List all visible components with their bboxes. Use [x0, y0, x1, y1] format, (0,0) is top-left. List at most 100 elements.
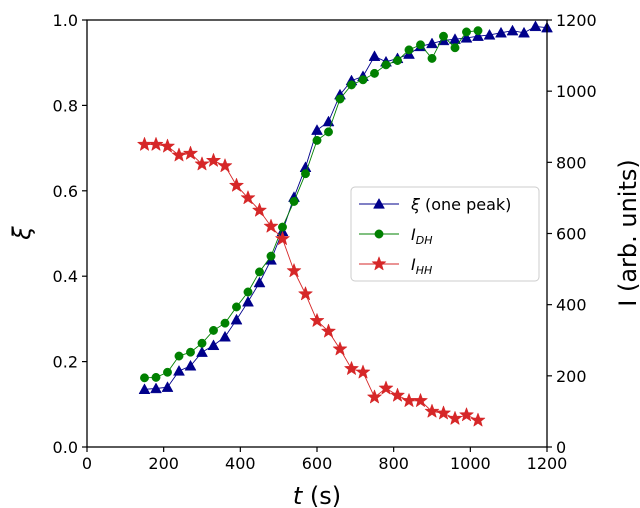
y-right-tick-label: 1000	[556, 82, 597, 101]
x-tick-label: 1000	[450, 454, 491, 473]
data-point	[427, 53, 437, 63]
data-point	[416, 40, 425, 50]
data-point	[518, 26, 530, 38]
x-axis-title: t (s)	[293, 482, 341, 508]
data-point	[255, 267, 264, 277]
y-axis-left-title: ξ	[8, 226, 36, 241]
axes: 0 200 400 600 800 1000 1200 0.0 0.2 0.4 0.6 0.8 1.0 0…	[53, 11, 597, 473]
x-tick-label: 600	[302, 454, 333, 473]
legend-label: IDH	[411, 225, 432, 247]
data-point	[439, 31, 448, 41]
data-point	[173, 364, 185, 376]
data-point	[483, 28, 496, 40]
series-2	[137, 137, 486, 427]
legend-marker	[373, 197, 385, 209]
data-point	[321, 323, 336, 338]
data-point	[436, 405, 451, 420]
data-point	[495, 26, 507, 38]
data-point	[174, 351, 184, 361]
data-point	[207, 339, 220, 351]
data-point	[289, 197, 299, 206]
series-1	[140, 26, 483, 383]
data-point	[232, 302, 241, 312]
data-point	[160, 138, 175, 153]
data-point	[344, 361, 359, 375]
data-point	[137, 137, 152, 151]
data-point	[151, 372, 161, 382]
y-right-tick-label: 600	[556, 225, 587, 244]
legend-marker	[374, 229, 384, 239]
data-point	[355, 364, 371, 379]
legend: ξ (one peak) IDH IHH	[350, 186, 540, 282]
data-point	[148, 137, 164, 151]
y-left-tick-label: 0.2	[53, 353, 78, 372]
y-axis-right-title: I (arb. units)	[614, 159, 640, 307]
data-point	[209, 325, 218, 335]
data-point	[163, 367, 172, 377]
data-point	[450, 43, 460, 53]
data-point	[312, 135, 322, 145]
y-left-tick-label: 1.0	[53, 11, 78, 30]
data-point	[150, 382, 162, 394]
data-point	[506, 24, 519, 36]
data-point	[393, 56, 402, 66]
data-point	[413, 393, 428, 407]
data-point	[472, 30, 484, 41]
legend-box	[350, 186, 540, 282]
x-axis-title-unit: (s)	[302, 482, 341, 508]
y-right-tick-label: 800	[556, 153, 587, 172]
legend-marker	[371, 256, 387, 271]
data-point	[197, 338, 207, 348]
data-point	[138, 383, 151, 395]
data-point	[358, 75, 368, 85]
data-point	[217, 158, 233, 173]
data-point	[220, 318, 230, 328]
data-point	[370, 68, 379, 78]
data-point	[286, 263, 302, 277]
data-point	[194, 156, 210, 171]
data-point	[263, 218, 279, 233]
data-point	[459, 407, 474, 422]
data-point	[470, 412, 486, 427]
data-point	[266, 251, 276, 261]
data-point	[242, 295, 254, 307]
x-axis-title-variable: t	[293, 482, 304, 508]
data-point	[171, 147, 187, 162]
data-point	[426, 37, 438, 49]
data-point	[230, 313, 243, 325]
data-point	[309, 313, 325, 327]
x-tick-label: 800	[378, 454, 409, 473]
legend-label: ξ (one peak)	[410, 195, 511, 214]
data-point	[401, 393, 417, 407]
x-tick-label: 0	[82, 454, 92, 473]
data-point	[275, 231, 290, 245]
legend-label: IHH	[411, 255, 432, 277]
y-left-tick-label: 0.6	[53, 182, 78, 201]
data-point	[424, 403, 440, 418]
y-right-tick-label: 1200	[556, 11, 597, 30]
data-point	[243, 287, 253, 297]
data-point	[278, 222, 287, 232]
data-point	[219, 330, 231, 342]
data-point	[301, 169, 310, 179]
data-point	[196, 346, 208, 357]
data-point	[378, 380, 394, 395]
data-point	[462, 27, 471, 37]
data-point	[324, 127, 333, 137]
y-right-tick-label: 400	[556, 296, 587, 315]
data-point	[252, 202, 267, 217]
data-point	[447, 411, 463, 425]
legend-entry: IDH	[359, 225, 432, 247]
data-point	[298, 286, 313, 301]
legend-entry: IHH	[359, 255, 432, 277]
data-point	[161, 381, 174, 392]
data-point	[183, 145, 198, 160]
data-point	[253, 276, 266, 288]
data-point	[368, 50, 381, 61]
data-point	[390, 387, 405, 402]
data-point	[332, 341, 348, 356]
y-right-tick-label: 0	[556, 438, 566, 457]
series-line	[144, 144, 479, 421]
data-point	[381, 60, 391, 70]
data-point	[473, 26, 483, 36]
